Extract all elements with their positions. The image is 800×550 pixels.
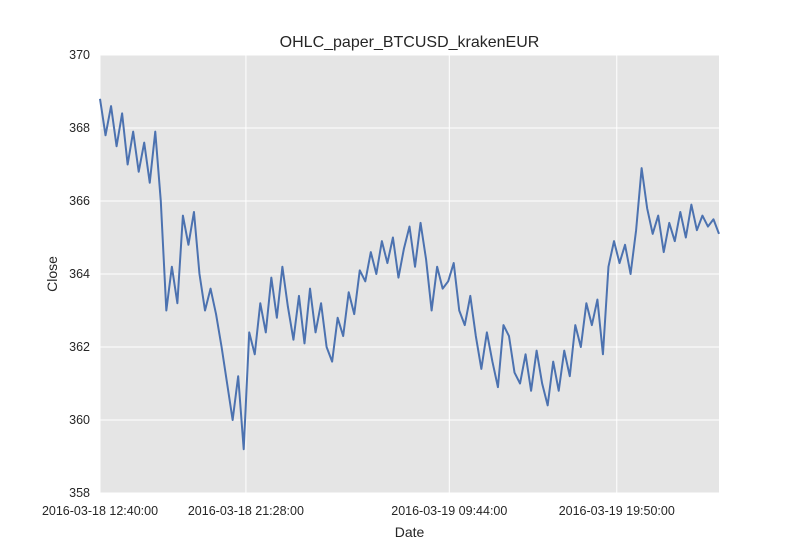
y-tick-label: 366 (69, 194, 90, 208)
x-tick-label: 2016-03-19 19:50:00 (559, 504, 675, 518)
y-tick-label: 358 (69, 486, 90, 500)
y-axis-ticks: 358 360 362 364 366 368 370 (69, 48, 90, 500)
chart-title: OHLC_paper_BTCUSD_krakenEUR (280, 34, 540, 51)
x-tick-label: 2016-03-19 09:44:00 (391, 504, 507, 518)
series-layer (99, 98, 720, 451)
x-tick-label: 2016-03-18 21:28:00 (188, 504, 304, 518)
y-tick-label: 360 (69, 413, 90, 427)
y-axis-label: Close (44, 256, 60, 292)
y-tick-label: 370 (69, 48, 90, 62)
grid-lines (99, 54, 719, 494)
x-tick-label: 2016-03-18 12:40:00 (42, 504, 158, 518)
x-axis-label: Date (395, 524, 425, 540)
close-price-line (99, 98, 720, 451)
y-tick-label: 362 (69, 340, 90, 354)
y-tick-label: 368 (69, 121, 90, 135)
y-tick-label: 364 (69, 267, 90, 281)
x-axis-ticks: 2016-03-18 12:40:00 2016-03-18 21:28:00 20… (42, 504, 675, 518)
